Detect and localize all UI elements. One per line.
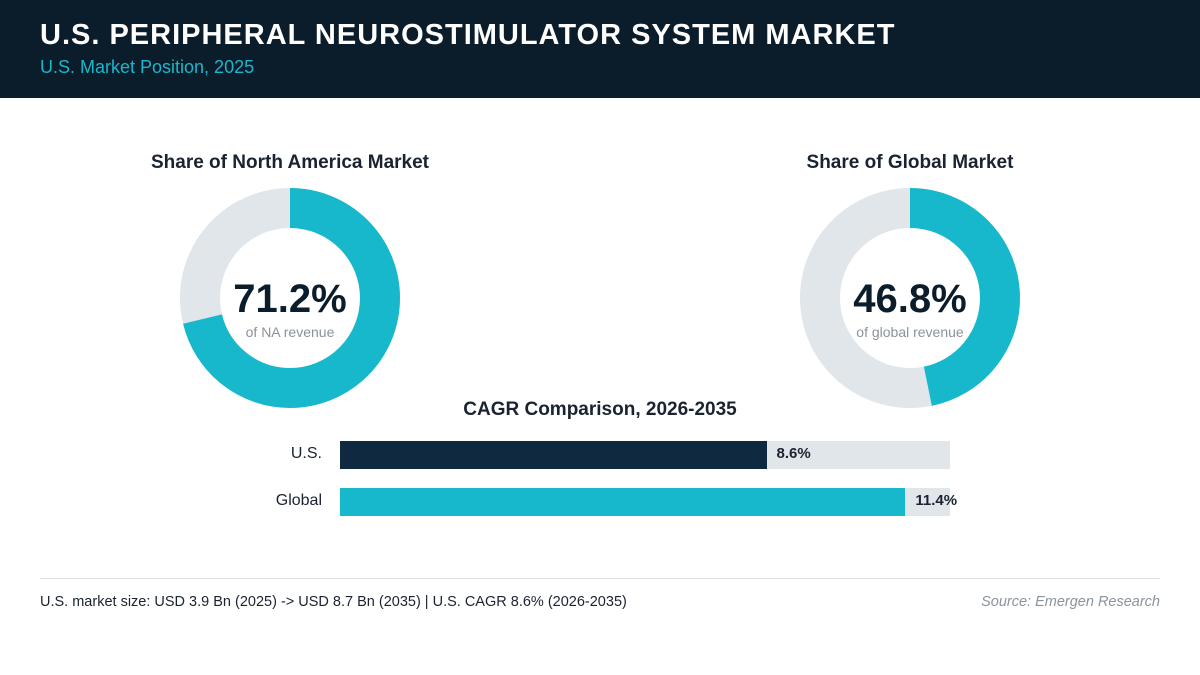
na-donut-slice bbox=[180, 188, 400, 408]
global-donut-slice bbox=[800, 188, 1020, 408]
bar-track bbox=[340, 441, 950, 469]
footer-note: U.S. market size: USD 3.9 Bn (2025) -> U… bbox=[40, 594, 627, 610]
page-subtitle: U.S. Market Position, 2025 bbox=[40, 57, 255, 77]
cagr-bar-row-us: U.S. 8.6% bbox=[0, 441, 1200, 469]
cagr-chart-title: CAGR Comparison, 2026-2035 bbox=[463, 399, 737, 420]
cagr-bar-row-global: Global 11.4% bbox=[0, 488, 1200, 516]
bar-track bbox=[340, 488, 950, 516]
global-donut-chart bbox=[800, 188, 1020, 408]
global-share-donut: Share of Global Market 46.8% of global r… bbox=[750, 148, 1070, 418]
bar-us bbox=[340, 441, 767, 469]
na-share-donut: Share of North America Market 71.2% of N… bbox=[130, 148, 450, 418]
bar-category-label: U.S. bbox=[290, 445, 322, 462]
global-share-value: 46.8% bbox=[853, 277, 967, 321]
na-donut-title: Share of North America Market bbox=[150, 152, 430, 173]
page-title: U.S. PERIPHERAL NEUROSTIMULATOR SYSTEM M… bbox=[40, 19, 896, 51]
na-donut-chart bbox=[180, 188, 400, 408]
bar-category-label: Global bbox=[275, 492, 322, 509]
na-share-caption: of NA revenue bbox=[245, 324, 335, 340]
na-share-value: 71.2% bbox=[233, 277, 347, 321]
bar-value-label: 11.4% bbox=[915, 492, 958, 509]
global-share-caption: of global revenue bbox=[856, 324, 964, 340]
bar-value-label: 8.6% bbox=[776, 445, 811, 462]
source-credit: Source: Emergen Research bbox=[981, 594, 1160, 610]
global-donut-title: Share of Global Market bbox=[806, 152, 1014, 173]
bar-global bbox=[340, 488, 906, 516]
header-banner: U.S. PERIPHERAL NEUROSTIMULATOR SYSTEM M… bbox=[0, 0, 1200, 98]
footer-divider bbox=[40, 578, 1160, 579]
